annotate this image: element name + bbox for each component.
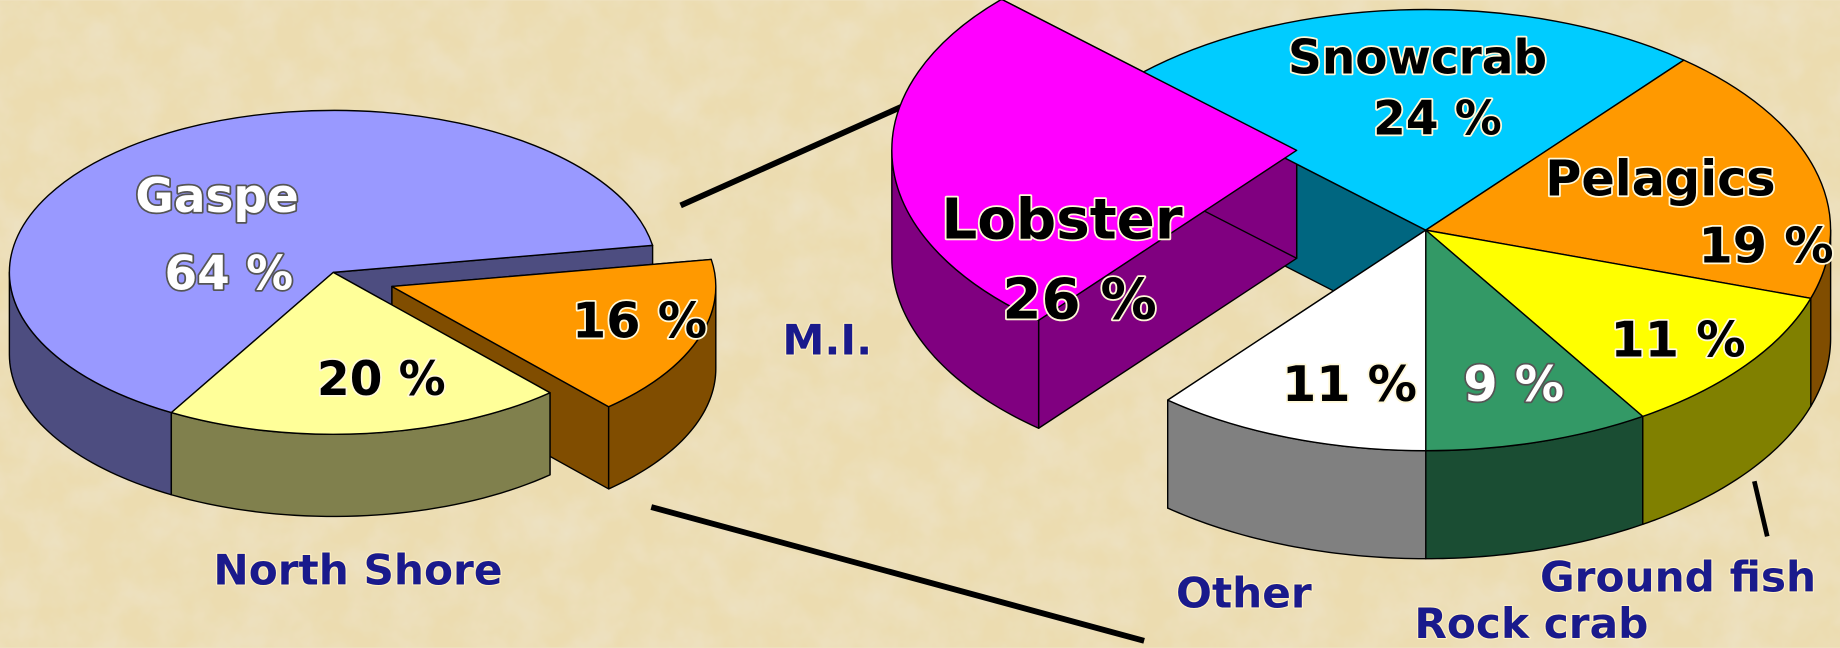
slice [8,109,654,414]
slice [891,0,1298,322]
category-label: Snowcrab [1288,31,1547,86]
category-label: North Shore [213,545,502,594]
slice [391,258,717,408]
connector-line [650,504,1145,644]
slice [170,271,551,435]
leader-line [1752,480,1770,537]
value-label: 11 % [1282,355,1417,413]
category-label: Ground fish [1540,552,1816,601]
category-label: Lobster [941,188,1183,253]
category-label: Rock crab [1414,599,1648,648]
value-label: 16 % [572,292,707,350]
value-label: 64 % [164,247,293,302]
value-label: 9 % [1463,355,1564,413]
category-label: Other [1176,569,1312,618]
value-label: 24 % [1373,92,1502,147]
pie: Gaspe M.I. North Shore 64 % 16 % 20 % [8,109,873,595]
slice [1167,229,1427,452]
slice [1425,229,1812,418]
value-label: 11 % [1611,310,1746,368]
category-label: M.I. [782,315,872,364]
value-label: 19 % [1699,216,1834,274]
slice [1425,229,1644,452]
category-label: Pelagics [1545,150,1775,208]
slice [1129,8,1685,231]
value-label: 26 % [1002,268,1156,333]
value-label: 20 % [317,352,446,407]
category-label: Gaspe [135,169,299,224]
slice [1425,59,1832,299]
